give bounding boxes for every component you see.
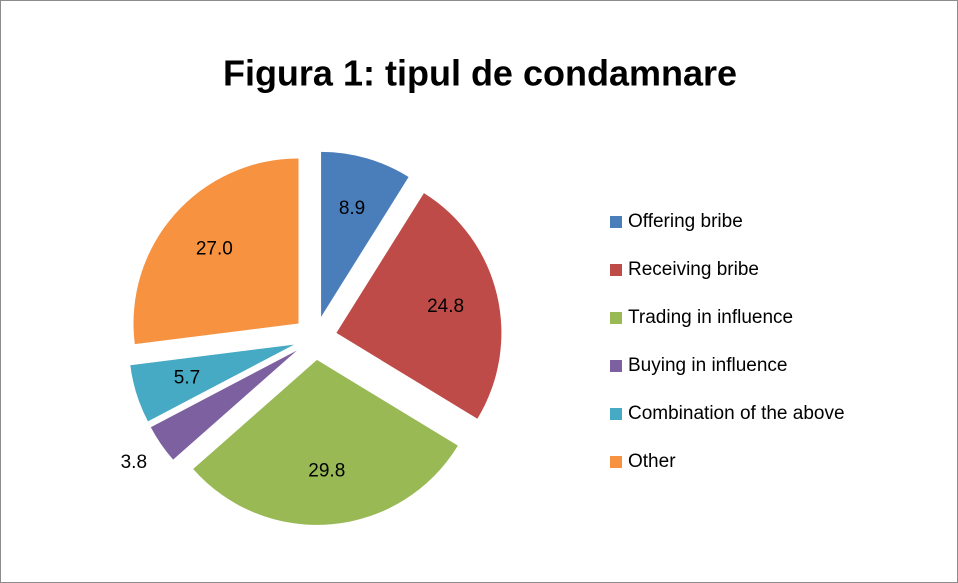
pie-slice: [130, 344, 295, 422]
pie-slice: [193, 359, 458, 525]
legend-swatch: [610, 408, 622, 420]
data-label: 24.8: [427, 296, 464, 317]
pie-slice: [150, 350, 297, 460]
legend-swatch: [610, 360, 622, 372]
legend-swatch: [610, 264, 622, 276]
legend-label: Receiving bribe: [628, 259, 759, 280]
data-label: 29.8: [308, 461, 345, 482]
legend-swatch: [610, 456, 622, 468]
legend-label: Offering bribe: [628, 211, 743, 232]
legend-swatch: [610, 216, 622, 228]
data-label: 5.7: [174, 367, 200, 388]
pie-slice: [133, 158, 299, 345]
pie-slice: [336, 193, 502, 419]
data-label: 8.9: [339, 198, 365, 219]
legend-label: Trading in influence: [628, 307, 793, 328]
data-label: 27.0: [196, 238, 233, 259]
legend-label: Buying in influence: [628, 355, 788, 376]
legend-label: Combination of the above: [628, 403, 845, 424]
legend-label: Other: [628, 451, 676, 472]
data-label: 3.8: [121, 452, 147, 473]
chart-title: Figura 1: tipul de condamnare: [223, 53, 737, 94]
legend-swatch: [610, 312, 622, 324]
pie-slice: [321, 151, 409, 317]
